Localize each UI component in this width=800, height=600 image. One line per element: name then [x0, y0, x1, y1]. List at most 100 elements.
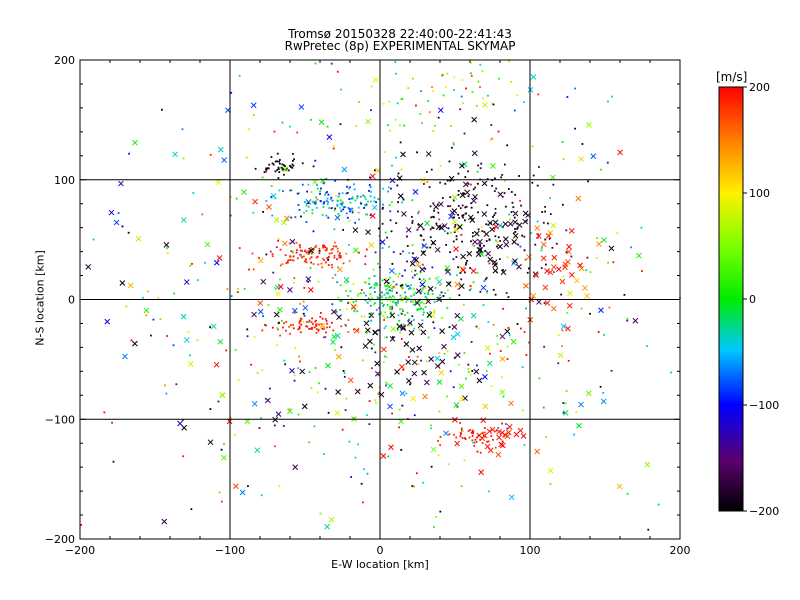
data-point-267 — [271, 255, 274, 258]
data-point-748 — [282, 326, 284, 329]
data-point-739 — [464, 206, 467, 209]
data-point-1576 — [328, 516, 335, 523]
data-point-1171 — [411, 485, 414, 487]
data-point-1674 — [466, 250, 473, 257]
data-point-203 — [427, 292, 430, 294]
data-point-1562 — [387, 403, 393, 410]
data-point-1759 — [439, 358, 446, 365]
data-point-764 — [315, 331, 318, 334]
data-point-1234 — [540, 249, 543, 252]
data-point-1569 — [460, 267, 467, 273]
data-point-102 — [373, 284, 376, 286]
data-point-179 — [391, 295, 394, 298]
data-point-1242 — [603, 334, 605, 336]
data-point-940 — [389, 129, 392, 132]
data-point-1157 — [430, 427, 433, 430]
data-point-188 — [383, 303, 385, 306]
data-point-65 — [363, 315, 366, 318]
data-point-227 — [394, 302, 397, 305]
data-point-496 — [313, 201, 316, 204]
data-point-1679 — [425, 151, 432, 157]
data-point-282 — [312, 263, 315, 265]
data-point-950 — [431, 86, 433, 88]
data-point-742 — [320, 323, 323, 326]
data-point-368 — [289, 255, 292, 258]
data-point-254 — [390, 296, 393, 299]
data-point-1137 — [399, 141, 402, 144]
data-point-1192 — [476, 271, 479, 274]
data-point-1489 — [508, 494, 515, 501]
data-point-1559 — [379, 239, 386, 245]
data-point-161 — [370, 286, 373, 289]
data-point-796 — [292, 323, 295, 326]
data-point-344 — [304, 259, 307, 262]
data-point-756 — [318, 323, 320, 326]
data-point-881 — [276, 152, 279, 155]
data-point-847 — [460, 433, 462, 435]
data-point-1172 — [204, 261, 207, 264]
data-point-349 — [321, 257, 324, 260]
data-point-1178 — [307, 321, 310, 324]
data-point-924 — [452, 141, 455, 144]
data-point-1723 — [445, 281, 452, 287]
data-point-1531 — [305, 276, 312, 282]
data-point-966 — [276, 327, 279, 330]
data-point-1319 — [165, 392, 168, 395]
data-point-330 — [317, 263, 320, 266]
data-point-1163 — [523, 331, 526, 333]
data-point-1528 — [347, 377, 354, 384]
data-point-10 — [424, 285, 427, 288]
data-point-343 — [333, 254, 336, 257]
data-point-1214 — [246, 335, 249, 338]
data-point-311 — [271, 253, 274, 255]
data-point-1688 — [438, 201, 444, 208]
data-point-931 — [442, 94, 445, 97]
data-point-1525 — [493, 223, 500, 230]
data-point-839 — [474, 438, 477, 441]
data-point-390 — [322, 203, 325, 205]
data-point-471 — [337, 213, 340, 216]
data-point-1594 — [480, 284, 487, 291]
data-point-1085 — [278, 485, 281, 488]
data-point-133 — [410, 299, 413, 302]
data-point-1428 — [397, 275, 400, 278]
data-point-1369 — [611, 95, 613, 98]
data-point-1275 — [165, 247, 168, 249]
data-point-579 — [507, 296, 510, 298]
data-point-1182 — [508, 218, 511, 221]
data-point-86 — [405, 301, 408, 303]
data-point-1527 — [320, 177, 326, 184]
data-point-224 — [422, 286, 425, 289]
data-point-962 — [487, 321, 490, 323]
data-point-1567 — [585, 390, 592, 397]
data-point-1629 — [305, 199, 312, 205]
data-point-1811 — [547, 269, 554, 276]
data-point-1548 — [389, 336, 396, 342]
data-point-1110 — [589, 271, 592, 273]
data-point-840 — [459, 421, 462, 424]
data-point-1439 — [542, 406, 545, 409]
data-point-631 — [452, 240, 455, 243]
data-point-314 — [286, 261, 289, 264]
data-point-283 — [299, 246, 302, 249]
data-point-55 — [369, 304, 372, 307]
data-point-109 — [359, 292, 362, 295]
data-point-903 — [290, 166, 292, 168]
data-point-1719 — [477, 238, 483, 245]
data-point-1395 — [392, 301, 394, 303]
data-point-1614 — [372, 77, 379, 83]
data-point-220 — [385, 288, 388, 291]
data-point-1460 — [429, 312, 436, 319]
data-point-1047 — [394, 61, 397, 63]
data-point-1817 — [562, 261, 569, 268]
data-point-792 — [297, 328, 300, 331]
data-point-1752 — [403, 341, 410, 347]
data-point-987 — [441, 73, 444, 76]
data-point-1722 — [477, 247, 484, 253]
data-point-633 — [457, 266, 460, 269]
data-point-1553 — [352, 247, 359, 254]
data-point-1520 — [127, 282, 134, 289]
data-point-720 — [492, 288, 495, 291]
data-point-1227 — [357, 443, 359, 446]
data-point-1712 — [476, 247, 483, 253]
